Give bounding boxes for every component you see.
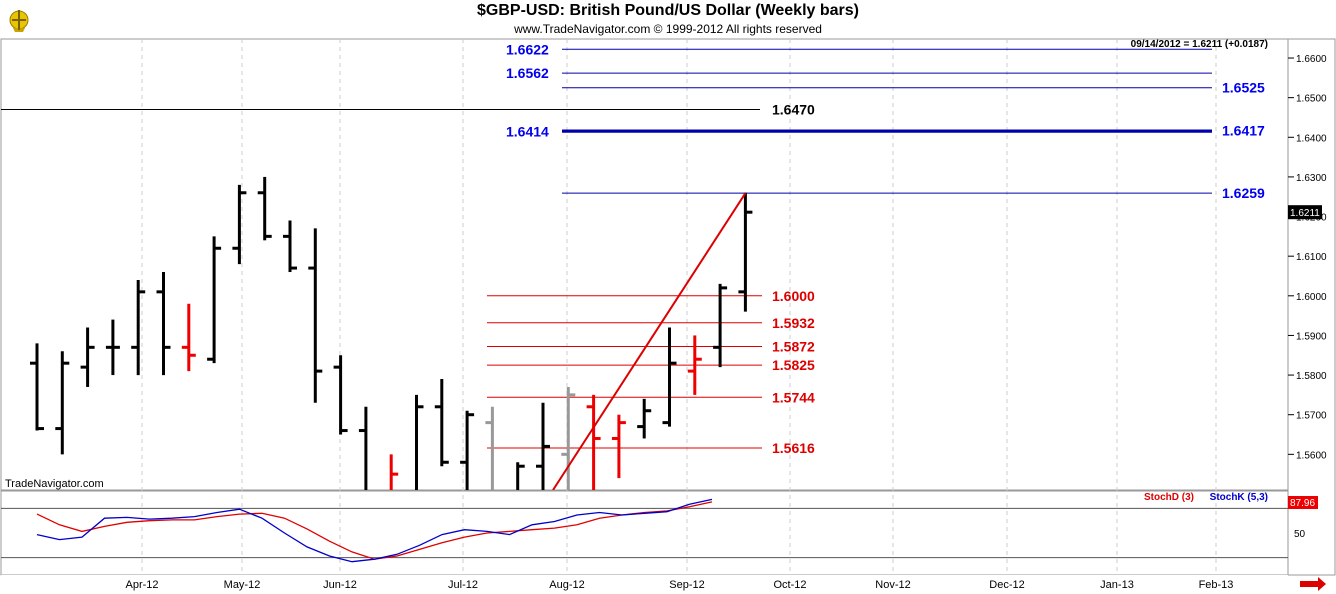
ohlc-bar	[713, 283, 728, 368]
ohlc-bar	[156, 272, 171, 376]
ohlc-bar	[333, 355, 348, 435]
fib-level-label: 1.5932	[772, 315, 815, 331]
x-tick-label: Jun-12	[323, 579, 357, 591]
ohlc-bar	[181, 303, 196, 372]
trade-navigator-logo-icon	[4, 4, 34, 34]
scroll-right-arrow-icon[interactable]	[1300, 577, 1326, 591]
level-label-blue: 1.6622	[506, 41, 549, 57]
stoch-tick-label: 50	[1294, 529, 1306, 540]
x-tick-label: Oct-12	[773, 579, 806, 591]
ohlc-bar	[434, 379, 449, 467]
price-bars	[30, 176, 753, 490]
level-label-blue: 1.6525	[1222, 80, 1265, 96]
ohlc-bar	[637, 398, 652, 439]
ohlc-bar	[308, 228, 323, 403]
ohlc-bar	[207, 236, 222, 364]
y-tick-label: 1.6300	[1296, 173, 1327, 184]
stochastic-panel	[0, 490, 1289, 576]
x-tick-label: Nov-12	[875, 579, 910, 591]
fib-level-label: 1.5616	[772, 440, 815, 456]
stoch-series-line	[36, 498, 713, 563]
x-tick-label: Aug-12	[549, 579, 584, 591]
stoch-last-value: 87.96	[1290, 498, 1315, 509]
x-tick-label: May-12	[224, 579, 261, 591]
ohlc-bar	[561, 386, 576, 490]
axis-labels: Apr-12 May-12 Jun-12 Jul-12 Aug-12 Sep-12 Oct-…	[5, 39, 1327, 591]
level-label-blue: 1.6259	[1222, 185, 1265, 201]
x-tick-label: Dec-12	[989, 579, 1024, 591]
fib-level-label: 1.6000	[772, 288, 815, 304]
stoch-legend-k: StochK (5,3)	[1210, 492, 1268, 503]
ohlc-bar	[283, 220, 297, 273]
ohlc-bar	[30, 343, 44, 431]
chart-title: $GBP-USD: British Pound/US Dollar (Weekl…	[477, 2, 859, 19]
y-tick-label: 1.6000	[1296, 292, 1327, 303]
y-tick-label: 1.5700	[1296, 411, 1327, 422]
price-axis	[1287, 38, 1336, 576]
fib-level-label: 1.5825	[772, 357, 815, 373]
ohlc-bar	[516, 462, 525, 490]
level-label-black: 1.6470	[772, 102, 815, 118]
x-tick-label: Jul-12	[448, 579, 478, 591]
x-tick-label: Jan-13	[1100, 579, 1134, 591]
ohlc-bar	[55, 351, 70, 455]
brand-label: TradeNavigator.com	[5, 478, 104, 490]
ohlc-bar	[415, 394, 424, 490]
ohlc-bar	[358, 406, 368, 490]
last-price-tag	[1288, 205, 1322, 220]
ohlc-bar	[460, 410, 475, 490]
level-label-blue: 1.6417	[1222, 123, 1265, 139]
grid	[141, 39, 1294, 575]
x-tick-label: Apr-12	[125, 579, 158, 591]
ohlc-bar	[257, 176, 272, 241]
ohlc-bar	[131, 279, 146, 376]
ohlc-bar	[80, 327, 95, 387]
ohlc-bar	[536, 402, 550, 490]
trendline	[552, 192, 747, 490]
time-axis	[1, 575, 1288, 593]
ohlc-bar	[232, 184, 247, 265]
y-tick-label: 1.6600	[1296, 54, 1327, 65]
ohlc-bar	[586, 394, 601, 490]
copyright-text: www.TradeNavigator.com © 1999-2012 All r…	[514, 22, 822, 36]
x-tick-label: Feb-13	[1199, 579, 1234, 591]
ohlc-bar	[105, 319, 120, 376]
y-tick-label: 1.5800	[1296, 371, 1327, 382]
y-tick-label: 1.5600	[1296, 450, 1327, 461]
level-label-blue: 1.6414	[506, 124, 549, 140]
fib-level-label: 1.5872	[772, 339, 815, 355]
y-tick-label: 1.6100	[1296, 252, 1327, 263]
ohlc-bar	[687, 335, 702, 395]
stochastic-lines: StochD (3) StochK (5,3) 87.96	[1, 492, 1318, 563]
stoch-legend-d: StochD (3)	[1144, 492, 1194, 503]
ohlc-bar	[389, 454, 399, 490]
y-tick-label: 1.5900	[1296, 331, 1327, 342]
last-price-info: 09/14/2012 = 1.6211 (+0.0187)	[1131, 39, 1268, 50]
fib-level-label: 1.5744	[772, 389, 815, 405]
ohlc-bar	[738, 192, 753, 312]
y-tick-label: 1.6500	[1296, 94, 1327, 105]
level-label-blue: 1.6562	[506, 65, 549, 81]
y-tick-label: 1.6400	[1296, 133, 1327, 144]
ohlc-bar	[611, 414, 626, 479]
last-price-value: 1.6211	[1290, 208, 1320, 219]
stoch-last-tag	[1288, 496, 1318, 509]
x-tick-label: Sep-12	[669, 579, 704, 591]
ohlc-bar	[662, 327, 677, 427]
ohlc-bar	[485, 406, 494, 490]
levels-layer: 1.6470 1.6622 1.6562 1.6525 1.6414 1.6417 1.62…	[1, 41, 1265, 456]
